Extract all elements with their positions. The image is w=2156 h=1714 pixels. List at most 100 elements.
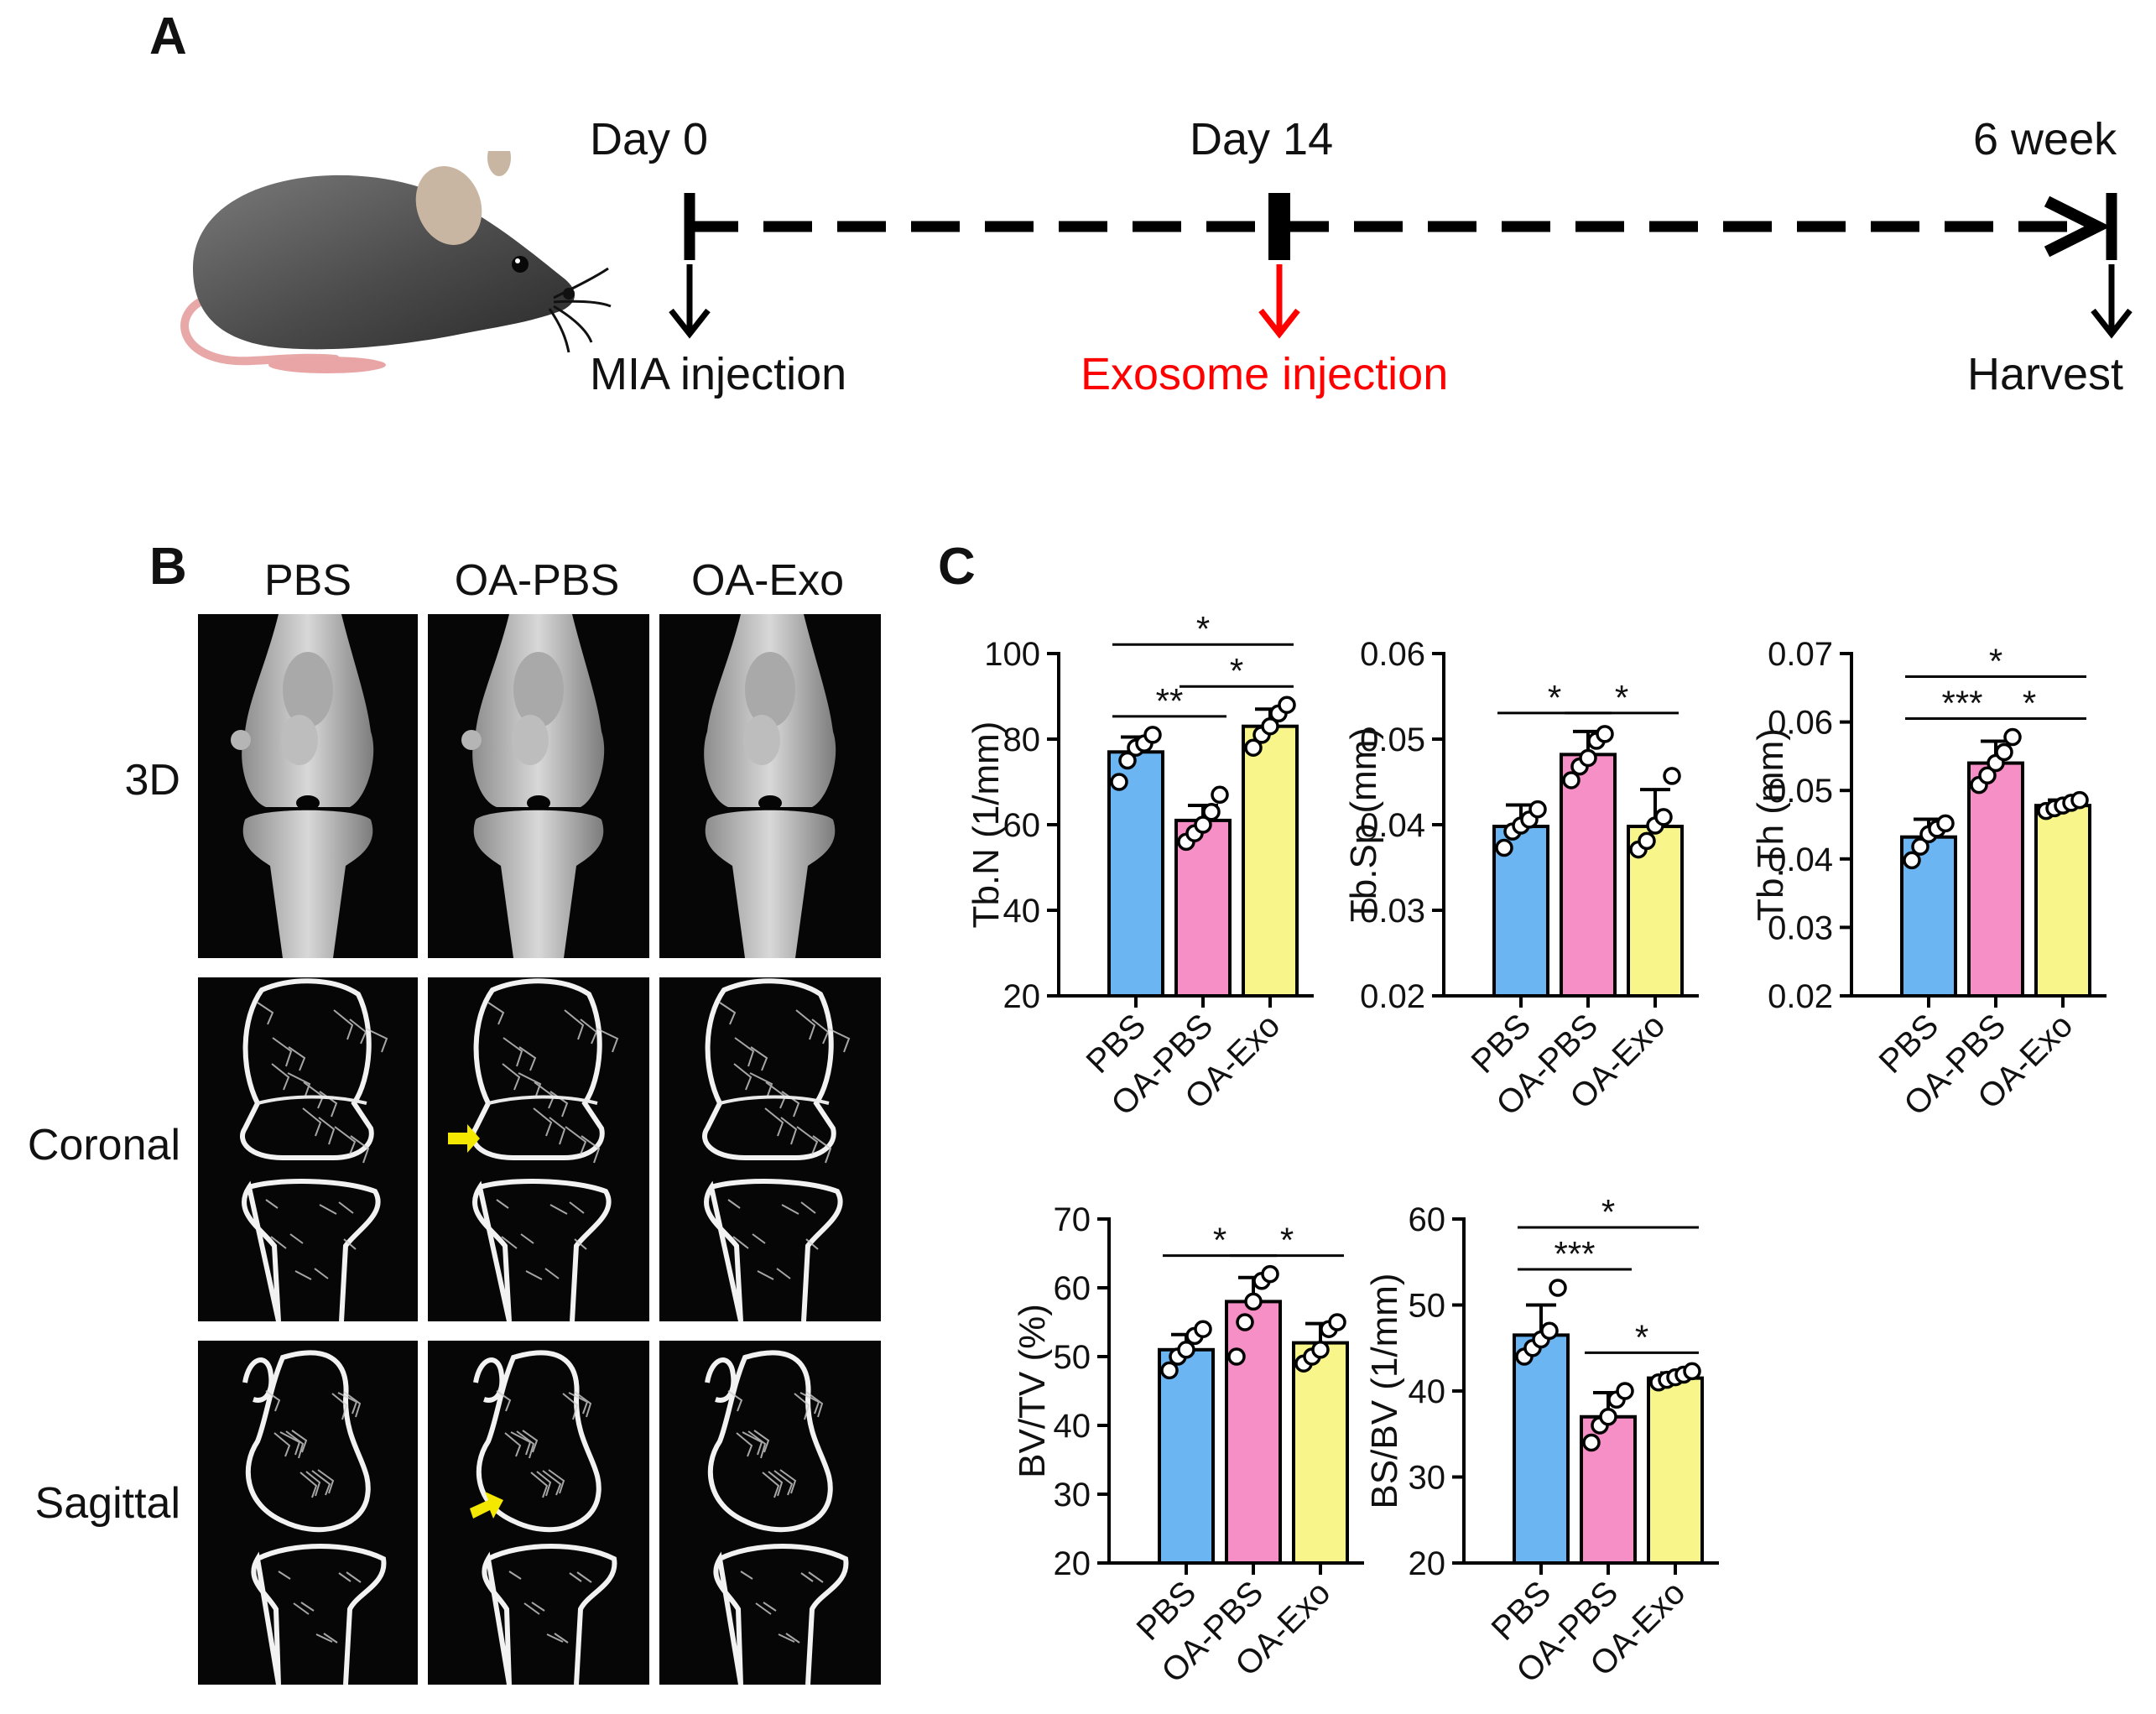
chart-4-ytick-label: 30	[1409, 1460, 1446, 1497]
chart-4-sig-label: *	[1601, 1192, 1615, 1232]
chart-2-point	[1936, 814, 1955, 833]
chart-3-ytick-label: 30	[1054, 1477, 1091, 1513]
chart-0-ytick-label: 80	[1003, 722, 1041, 758]
chart-4-point	[1582, 1433, 1601, 1452]
ct-col-oa-pbs: OA-PBS	[454, 556, 620, 605]
ct-image-sagittal-oa-pbs	[428, 1341, 649, 1685]
chart-2-sig-label: *	[1989, 642, 2002, 681]
ct-row-coronal: Coronal	[27, 1121, 180, 1170]
mouse-ear-back	[487, 151, 511, 176]
chart-0-point	[1244, 738, 1263, 757]
chart-2-ytick-label: 0.02	[1768, 978, 1833, 1015]
chart-2-ytick-label: 0.03	[1768, 909, 1833, 946]
down-arrow-harvest	[2091, 264, 2133, 339]
chart-2-ylabel: Tb.Th (mm)	[1750, 728, 1791, 921]
ct-col-pbs: PBS	[263, 556, 352, 605]
chart-2-ytick-label: 0.06	[1768, 705, 1833, 742]
chart-0-point	[1194, 815, 1212, 834]
ct-image-3d-pbs	[198, 614, 418, 958]
chart-2-sig-label: ***	[1941, 684, 1982, 723]
chart-1-sig-label: *	[1548, 678, 1561, 717]
chart-1-point	[1638, 831, 1656, 851]
chart-0-ytick-label: 100	[984, 636, 1040, 673]
chart-3-point	[1311, 1341, 1330, 1359]
chart-0-point	[1118, 751, 1137, 770]
chart-3-ytick-label: 40	[1054, 1408, 1091, 1445]
chart-4-point	[1599, 1408, 1617, 1426]
chart-1-ytick-label: 0.05	[1360, 722, 1425, 758]
chart-4-ylabel: BS/BV (1/mm)	[1364, 1273, 1405, 1508]
panel-c-letter: C	[938, 538, 976, 596]
mouse-whiskers	[548, 267, 612, 353]
chart-1-point	[1579, 748, 1597, 768]
chart-3-ylabel: BV/TV (%)	[1012, 1304, 1053, 1478]
chart-0-sig-label: **	[1156, 681, 1184, 721]
chart-3-point	[1160, 1361, 1179, 1380]
chart-4-sig-label: *	[1635, 1317, 1648, 1357]
chart-4-ytick-label: 40	[1409, 1373, 1446, 1410]
chart-3-point	[1244, 1292, 1263, 1311]
timeline-exosome-label: Exosome injection	[1081, 349, 1449, 399]
ct-row-sagittal: Sagittal	[34, 1479, 180, 1528]
chart-1-point	[1562, 771, 1581, 789]
chart-1-point	[1663, 767, 1681, 785]
chart-0-bar-pbs	[1107, 750, 1164, 998]
chart-2-ytick-label: 0.04	[1768, 841, 1833, 878]
chart-4-bar-pbs	[1513, 1333, 1570, 1565]
mouse-ear	[415, 166, 482, 245]
chart-3-bar-oa-exo	[1292, 1341, 1349, 1565]
chart-2-point	[1978, 766, 1997, 784]
chart-0-point	[1278, 695, 1296, 714]
chart-3-point	[1328, 1313, 1346, 1331]
chart-4-sig-label: ***	[1554, 1234, 1595, 1274]
chart-2-bar-oa-pbs	[1967, 761, 2024, 998]
yellow-arrow-icon	[448, 1124, 480, 1153]
chart-0-point	[1110, 773, 1128, 791]
ct-image-coronal-oa-pbs	[428, 977, 649, 1321]
chart-4-ytick-label: 50	[1409, 1288, 1446, 1325]
timeline-arrowhead	[2044, 195, 2111, 258]
chart-4-bar-oa-exo	[1647, 1376, 1704, 1565]
chart-2-point	[2070, 790, 2089, 810]
timeline-day0-label: Day 0	[590, 114, 709, 164]
timeline	[669, 193, 2133, 339]
chart-0-bar-oa-exo	[1242, 724, 1299, 998]
chart-0-ytick-label: 20	[1003, 978, 1041, 1015]
chart-0-point	[1143, 726, 1162, 744]
ct-row-3d: 3D	[124, 756, 180, 805]
chart-3-point	[1177, 1341, 1195, 1359]
chart-1-sig-label: *	[1615, 678, 1628, 717]
chart-1-point	[1596, 725, 1614, 743]
ct-image-sagittal-oa-exo	[659, 1341, 881, 1685]
ct-image-sagittal-pbs	[198, 1341, 418, 1685]
chart-3-point	[1261, 1264, 1279, 1284]
chart-3-point	[1236, 1313, 1254, 1331]
chart-2-point	[1995, 742, 2013, 762]
chart-4-point	[1683, 1362, 1701, 1381]
chart-0-ytick-label: 60	[1003, 807, 1041, 844]
ct-col-oa-exo: OA-Exo	[690, 556, 845, 605]
chart-3-ytick-label: 60	[1054, 1270, 1091, 1307]
chart-3-point	[1227, 1347, 1246, 1366]
timeline-harvest-label: Harvest	[1967, 349, 2124, 399]
panel-b-letter: B	[149, 538, 187, 596]
chart-4-ytick-label: 60	[1409, 1201, 1446, 1238]
chart-1-point	[1495, 838, 1513, 857]
chart-4-point	[1549, 1279, 1567, 1297]
chart-3-sig-label: *	[1280, 1221, 1294, 1260]
ct-image-3d-oa-exo	[659, 614, 881, 958]
chart-2-point	[2003, 727, 2022, 747]
chart-0-ylabel: Tb.N (1/mm)	[966, 722, 1007, 929]
chart-4-point	[1540, 1321, 1559, 1340]
chart-2-ytick-label: 0.05	[1768, 773, 1833, 810]
ct-image-3d-oa-pbs	[428, 614, 649, 958]
chart-1-ylabel: Tb.Sp (mm)	[1343, 727, 1384, 922]
chart-0-sig-label: *	[1230, 651, 1243, 690]
chart-1-ytick-label: 0.03	[1360, 893, 1425, 930]
chart-3-ytick-label: 20	[1054, 1545, 1091, 1582]
chart-1-bar-oa-pbs	[1560, 753, 1617, 998]
chart-2-bar-oa-exo	[2034, 804, 2091, 998]
chart-4-ytick-label: 20	[1409, 1545, 1446, 1582]
chart-4-point	[1616, 1382, 1634, 1400]
